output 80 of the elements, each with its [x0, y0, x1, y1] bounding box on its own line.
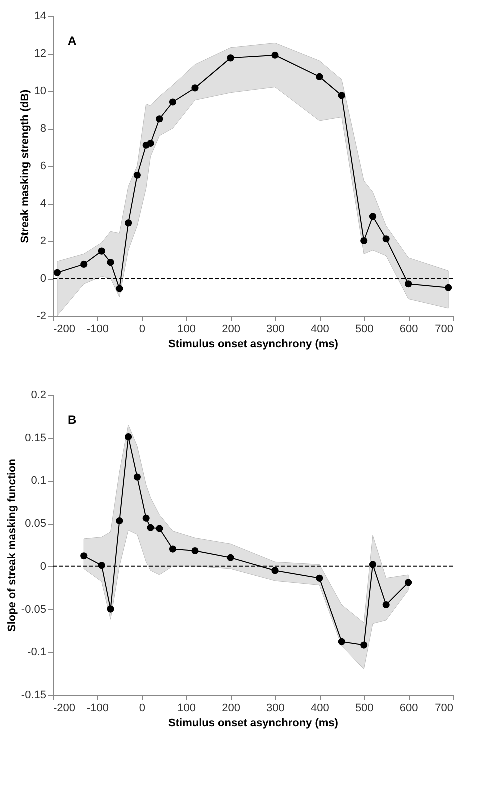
- x-tick-label: 600: [400, 324, 418, 336]
- x-tick-label: 500: [355, 702, 374, 714]
- point: [116, 285, 124, 292]
- point: [272, 567, 279, 574]
- point: [125, 433, 132, 441]
- y-tick-label: 0.2: [31, 390, 46, 402]
- point: [107, 259, 114, 266]
- y-axis-title: Slope of streak masking function: [6, 458, 18, 632]
- y-tick-label: 12: [34, 48, 46, 60]
- point: [369, 213, 377, 220]
- x-tick-label: 200: [222, 324, 240, 336]
- x-tick-label: 600: [400, 702, 418, 714]
- point: [316, 73, 324, 80]
- x-tick-label: 0: [139, 702, 146, 714]
- x-tick-label: -200: [54, 702, 76, 714]
- point: [169, 98, 177, 106]
- point: [360, 642, 368, 649]
- point: [169, 546, 177, 553]
- x-tick-label: 100: [178, 702, 196, 714]
- point: [107, 606, 114, 613]
- point: [227, 54, 234, 62]
- x-axis-title: Stimulus onset asynchrony (ms): [168, 338, 339, 350]
- y-tick-label: 0.1: [31, 475, 46, 488]
- y-tick-label: -2: [36, 310, 46, 322]
- point: [80, 552, 88, 560]
- text: A: [68, 34, 77, 48]
- point: [116, 517, 124, 525]
- x-tick-label: 100: [178, 324, 196, 336]
- x-tick-label: 400: [310, 702, 330, 714]
- y-tick-label: 6: [40, 160, 46, 172]
- x-tick-label: 700: [435, 702, 454, 714]
- point: [125, 220, 132, 227]
- y-tick-label: 2: [40, 236, 46, 248]
- point: [227, 554, 234, 562]
- x-tick-label: -200: [54, 324, 76, 336]
- y-axis-title: Streak masking strength (dB): [19, 89, 32, 244]
- point: [316, 574, 324, 582]
- point: [338, 638, 346, 646]
- x-tick-label: 500: [355, 324, 374, 336]
- y-tick-label: 0: [40, 273, 46, 285]
- y-tick-label: -0.1: [28, 646, 46, 659]
- point: [405, 579, 412, 586]
- y-tick-label: -0.15: [21, 690, 46, 702]
- point: [382, 236, 390, 243]
- x-tick-label: 700: [435, 324, 454, 336]
- point: [142, 514, 150, 522]
- x-tick-label: 400: [310, 324, 330, 336]
- x-tick-label: -100: [86, 324, 109, 336]
- point: [147, 140, 154, 148]
- point: [272, 52, 279, 59]
- y-tick-label: 0.15: [25, 432, 46, 444]
- text: B: [68, 413, 77, 427]
- point: [192, 84, 199, 92]
- point: [360, 237, 368, 245]
- y-tick-label: 14: [34, 10, 46, 22]
- point: [192, 547, 199, 555]
- y-tick-label: 0: [40, 560, 46, 573]
- y-tick-label: 4: [40, 198, 46, 210]
- point: [147, 524, 154, 532]
- x-tick-label: 300: [266, 324, 285, 336]
- point: [156, 116, 164, 123]
- x-tick-label: 0: [139, 324, 146, 336]
- x-tick-label: 200: [222, 702, 240, 714]
- point: [405, 280, 412, 288]
- y-tick-label: -0.05: [21, 604, 46, 616]
- x-tick-label: 300: [266, 702, 285, 714]
- point: [134, 474, 141, 481]
- y-tick-label: 0.05: [25, 518, 46, 530]
- y-tick-label: 10: [34, 86, 46, 98]
- point: [445, 284, 452, 292]
- point: [98, 248, 106, 255]
- x-axis-title: Stimulus onset asynchrony (ms): [168, 718, 339, 730]
- point: [338, 92, 346, 100]
- point: [382, 601, 390, 609]
- point: [80, 260, 88, 268]
- x-tick-label: -100: [86, 702, 109, 714]
- y-tick-label: 8: [40, 123, 46, 135]
- point: [134, 172, 141, 179]
- point: [54, 269, 61, 276]
- point: [156, 525, 164, 532]
